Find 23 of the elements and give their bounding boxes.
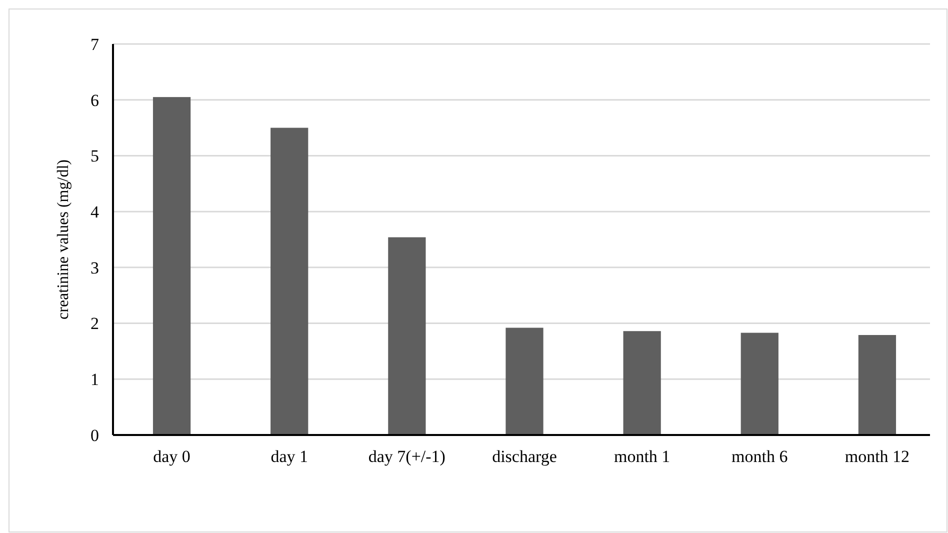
bar: [506, 328, 544, 435]
y-tick-label: 1: [90, 370, 99, 390]
x-tick-label: month 12: [844, 447, 910, 466]
x-tick-label: month 1: [614, 447, 670, 466]
x-tick-label: day 7(+/-1): [368, 447, 446, 466]
x-tick-label: discharge: [492, 447, 557, 466]
y-tick-label: 4: [90, 202, 100, 222]
bar: [740, 332, 778, 435]
bar: [623, 331, 661, 435]
y-tick-label: 2: [90, 314, 99, 334]
y-tick-label: 7: [90, 34, 100, 54]
bar: [858, 335, 896, 435]
y-tick-label: 3: [90, 258, 99, 278]
x-tick-label: month 6: [732, 447, 788, 466]
bar: [388, 237, 426, 435]
bar: [270, 128, 308, 435]
y-tick-label: 0: [90, 426, 99, 445]
x-tick-label: day 1: [270, 447, 308, 466]
y-axis-title: creatinine values (mg/dl): [55, 160, 72, 320]
y-tick-label: 6: [90, 90, 99, 110]
bar: [152, 97, 191, 435]
x-tick-label: day 0: [153, 447, 190, 466]
y-tick-label: 5: [90, 146, 99, 166]
